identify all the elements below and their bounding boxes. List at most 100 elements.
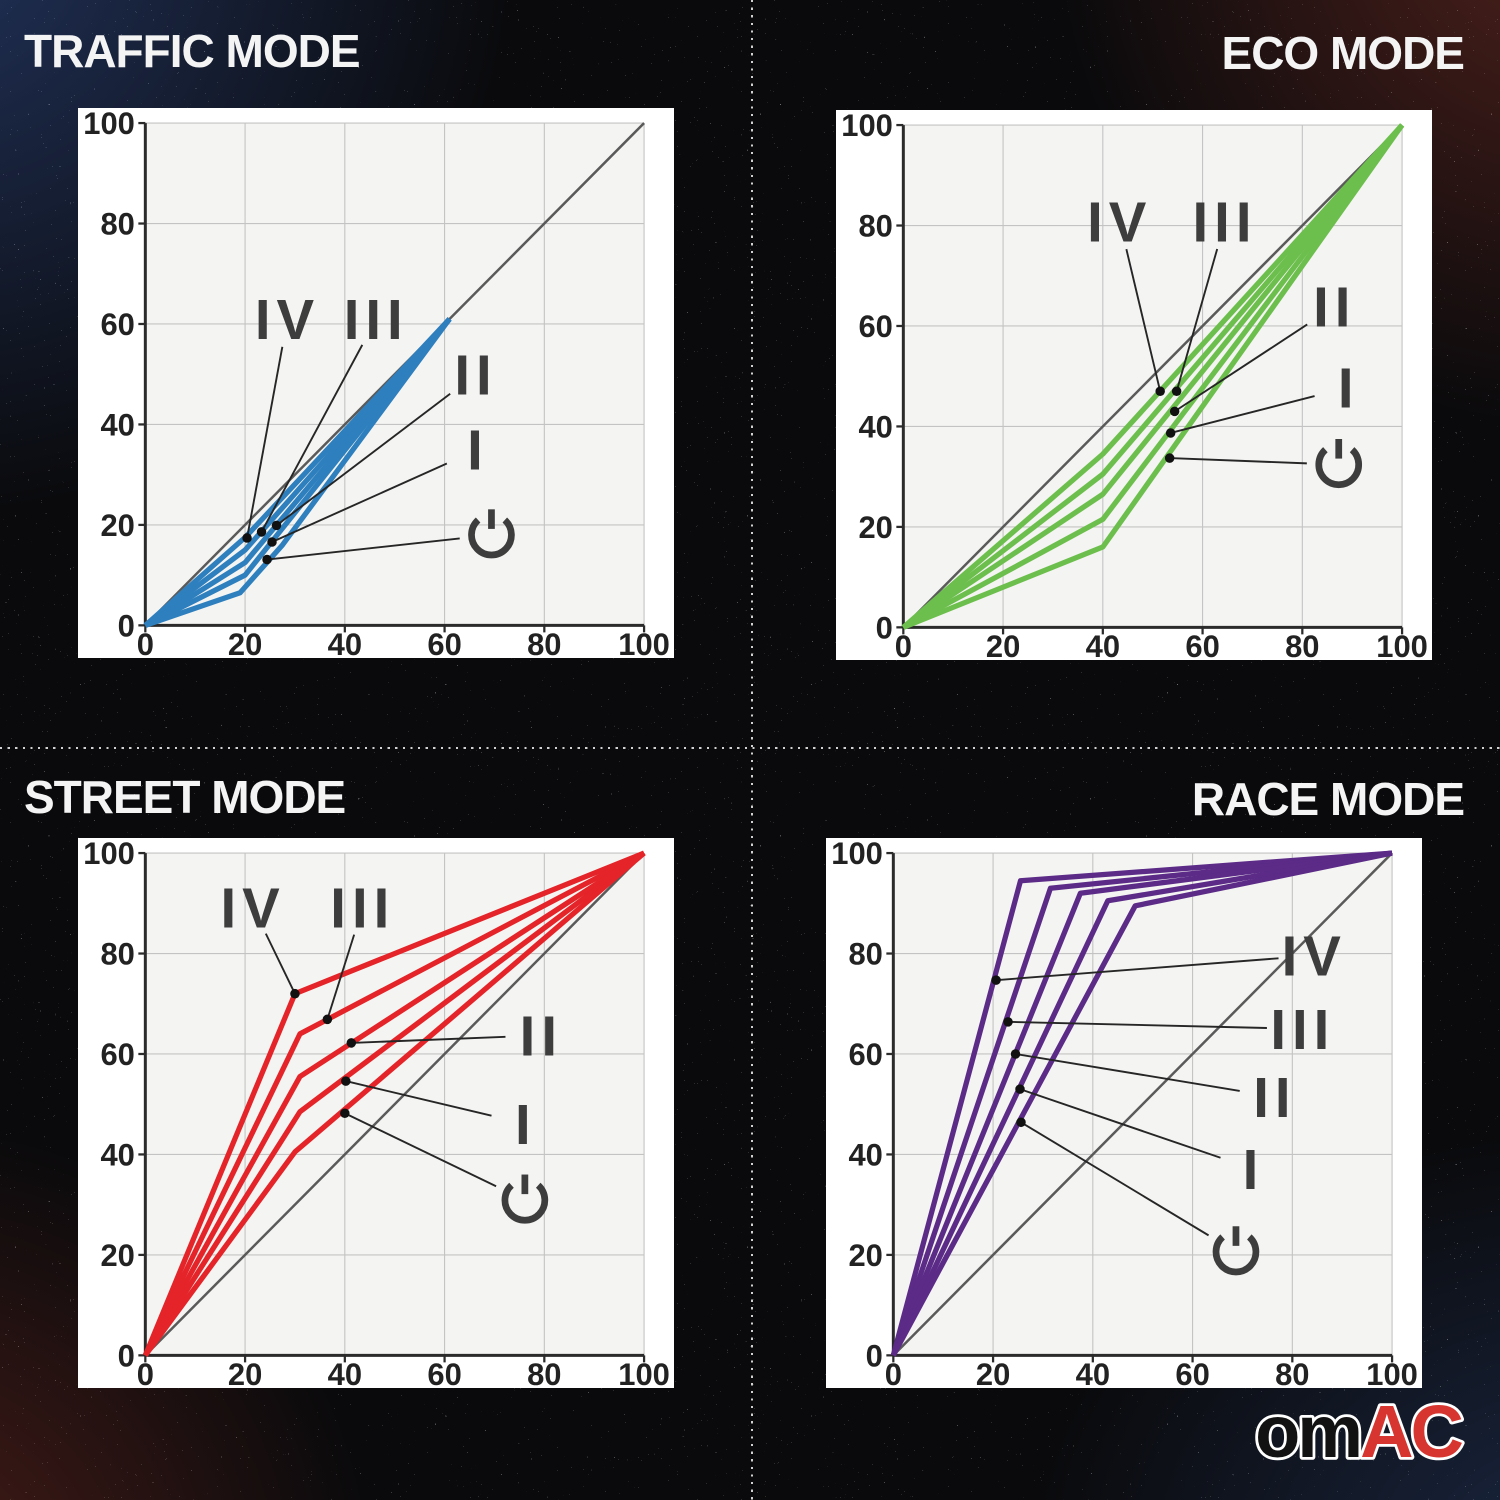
street-mode-title: STREET MODE [24, 771, 346, 823]
traffic-annotation-dot-II [271, 520, 282, 531]
street-gear-label-III: III [330, 876, 395, 939]
race-y-tick-label: 40 [848, 1137, 882, 1172]
street-x-tick-label: 80 [527, 1357, 561, 1388]
traffic-series-power-line [144, 317, 452, 628]
race-leader-line-II [1015, 1053, 1240, 1092]
traffic-y-tick-label: 60 [100, 307, 134, 342]
street-gear-label-IV: IV [220, 876, 285, 939]
eco-series-III-line [901, 123, 1405, 630]
race-annotation-dot-III [1003, 1017, 1013, 1027]
eco-leader-line-III [1175, 248, 1219, 392]
omac-logo: omAC [1216, 1387, 1468, 1484]
street-x-tick-label: 40 [328, 1357, 362, 1388]
eco-x-tick-label: 100 [1376, 629, 1428, 660]
traffic-mode-chart-panel: 0 20 40 60 80 100 0 20 40 60 80 100 IV III II I [78, 108, 674, 658]
eco-annotation-dot-IV [1155, 386, 1165, 397]
eco-y-tick-label: 80 [858, 208, 892, 243]
street-leader-line-I [345, 1080, 492, 1117]
race-y-tick-label: 20 [848, 1238, 882, 1273]
street-y-tick-label: 20 [100, 1238, 134, 1273]
street-annotation-dot-power [340, 1108, 350, 1119]
street-series-I-line [143, 850, 646, 1357]
street-y-tick-label: 0 [118, 1338, 135, 1373]
street-power-icon-arc [501, 1182, 549, 1224]
traffic-x-tick-label: 60 [427, 627, 461, 658]
eco-y-tick-label: 40 [858, 409, 892, 444]
race-series-II-line [890, 850, 1393, 1357]
street-series-II-line [143, 850, 646, 1357]
race-power-icon-arc [1212, 1234, 1260, 1276]
eco-leader-line-I [1170, 395, 1315, 434]
traffic-series-III-line [143, 317, 452, 628]
eco-annotation-dot-I [1165, 428, 1176, 438]
traffic-gear-label-II: II [454, 343, 497, 406]
eco-x-tick-label: 80 [1285, 629, 1319, 660]
traffic-leader-line-III [260, 344, 364, 533]
eco-leader-line-power [1169, 457, 1307, 465]
traffic-power-icon [468, 509, 515, 559]
race-annotation-dot-IV [991, 975, 1001, 985]
street-y-tick-label: 80 [100, 936, 134, 971]
race-series-power-line [891, 850, 1393, 1357]
street-annotation-dot-II [346, 1038, 357, 1048]
eco-y-tick-label: 20 [858, 510, 892, 545]
street-annotation-dot-IV [290, 988, 300, 999]
street-gear-label-II: II [520, 1004, 563, 1067]
traffic-leader-line-II [275, 393, 451, 527]
traffic-x-tick-label: 80 [527, 627, 561, 658]
eco-gear-label-I: I [1338, 356, 1360, 419]
eco-annotation-dot-III [1171, 386, 1182, 397]
traffic-mode-title: TRAFFIC MODE [24, 25, 361, 77]
eco-gear-label-II: II [1313, 275, 1356, 338]
race-annotation-dot-II [1010, 1049, 1021, 1059]
eco-diagonal-line [902, 124, 1403, 629]
race-leader-line-IV [995, 957, 1279, 982]
street-leader-line-III [326, 934, 356, 1020]
traffic-power-icon-arc [468, 517, 515, 559]
traffic-series-I-line [144, 317, 452, 628]
race-series-III-line [890, 850, 1393, 1357]
eco-gear-label-III: III [1193, 190, 1258, 253]
traffic-leader-line-power [266, 537, 460, 561]
traffic-y-tick-label: 80 [100, 206, 134, 241]
eco-y-tick-label: 0 [876, 610, 893, 645]
traffic-gear-label-III: III [344, 288, 409, 351]
traffic-leader-line-IV [246, 346, 284, 539]
eco-x-tick-label: 40 [1086, 629, 1120, 660]
eco-series-I-line [902, 123, 1405, 630]
race-series-IV-line [890, 850, 1393, 1357]
street-leader-line-power [344, 1112, 497, 1188]
race-leader-line-power [1020, 1121, 1210, 1237]
omac-logo-svg: omAC [1252, 1387, 1468, 1476]
race-annotation-dot-I [1015, 1084, 1025, 1094]
race-series-I-line [890, 850, 1393, 1357]
traffic-gear-label-IV: IV [255, 288, 320, 351]
traffic-gear-label-I: I [467, 418, 489, 481]
traffic-annotation-dot-power [262, 554, 272, 565]
race-y-tick-label: 100 [831, 838, 883, 871]
eco-annotation-dot-II [1169, 406, 1180, 417]
horizontal-stitch-divider [0, 747, 1500, 749]
eco-gear-label-IV: IV [1087, 190, 1152, 253]
race-x-tick-label: 0 [885, 1357, 902, 1388]
eco-y-tick-label: 60 [858, 309, 892, 344]
race-mode-chart-panel: 0 20 40 60 80 100 0 20 40 60 80 100 IV III II I [826, 838, 1422, 1388]
street-x-tick-label: 0 [137, 1357, 154, 1388]
eco-mode-chart-panel: 0 20 40 60 80 100 0 20 40 60 80 100 IV III II I [836, 110, 1432, 660]
race-leader-line-III [1008, 1020, 1267, 1029]
traffic-y-tick-label: 100 [83, 108, 135, 141]
eco-series-power-line [902, 123, 1405, 630]
omac-logo-text: omAC [1255, 1390, 1462, 1473]
vertical-stitch-divider [751, 0, 753, 1500]
race-x-tick-label: 100 [1366, 1357, 1418, 1388]
street-x-tick-label: 100 [618, 1357, 670, 1388]
street-series-power-line [143, 851, 646, 1357]
street-leader-line-II [351, 1035, 506, 1044]
race-mode-title: RACE MODE [1191, 773, 1465, 825]
eco-series-IV-line [901, 123, 1405, 630]
street-y-tick-label: 60 [100, 1037, 134, 1072]
traffic-x-tick-label: 0 [137, 627, 154, 658]
